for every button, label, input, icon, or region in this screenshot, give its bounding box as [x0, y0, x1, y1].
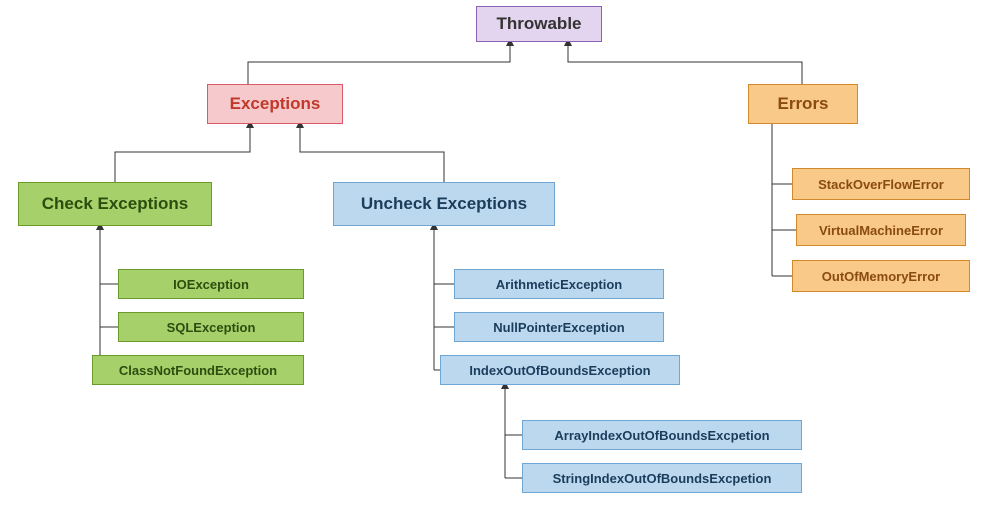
node-ioobe: IndexOutOfBoundsException	[440, 355, 680, 385]
node-sofe: StackOverFlowError	[792, 168, 970, 200]
node-oome: OutOfMemoryError	[792, 260, 970, 292]
node-ioex: IOException	[118, 269, 304, 299]
node-arith: ArithmeticException	[454, 269, 664, 299]
node-uncheck: Uncheck Exceptions	[333, 182, 555, 226]
node-npe: NullPointerException	[454, 312, 664, 342]
node-throwable: Throwable	[476, 6, 602, 42]
node-exceptions: Exceptions	[207, 84, 343, 124]
node-check: Check Exceptions	[18, 182, 212, 226]
node-aioobe: ArrayIndexOutOfBoundsExcpetion	[522, 420, 802, 450]
node-cnfe: ClassNotFoundException	[92, 355, 304, 385]
node-sioobe: StringIndexOutOfBoundsExcpetion	[522, 463, 802, 493]
node-sqlex: SQLException	[118, 312, 304, 342]
node-vme: VirtualMachineError	[796, 214, 966, 246]
node-errors: Errors	[748, 84, 858, 124]
